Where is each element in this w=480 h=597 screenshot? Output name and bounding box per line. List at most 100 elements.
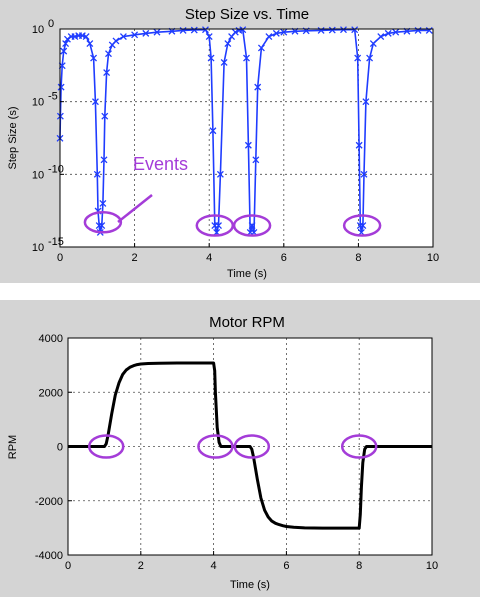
step-size-marker	[377, 33, 385, 41]
step-size-marker	[119, 33, 127, 41]
step-size-marker	[207, 54, 215, 62]
step-chart-event-annotations	[83, 211, 382, 237]
step-size-marker	[351, 26, 359, 34]
step-size-marker	[86, 40, 94, 47]
step-size-marker	[392, 28, 400, 36]
step-x-tick-label: 8	[355, 252, 361, 264]
step-x-tick-label: 6	[281, 252, 287, 264]
step-size-marker	[369, 40, 377, 47]
step-size-marker	[355, 141, 363, 149]
rpm-y-tick-label: 2000	[39, 387, 63, 399]
step-size-marker	[257, 44, 265, 52]
rpm-y-tick-label: 4000	[39, 333, 63, 345]
rpm-event-highlight-ellipse	[233, 434, 271, 459]
step-size-marker	[82, 33, 90, 41]
step-size-marker	[243, 54, 250, 62]
step-size-marker	[216, 170, 224, 178]
rpm-chart-title: Motor RPM	[209, 314, 285, 331]
step-size-marker	[248, 222, 256, 229]
rpm-chart-x-ticks: 0 2 4 6 8 10	[65, 551, 438, 572]
step-chart-x-ticks: 0 2 4 6 8 10	[57, 243, 439, 264]
rpm-chart-y-label: RPM	[7, 435, 19, 459]
step-size-marker	[215, 222, 222, 229]
step-size-marker	[414, 26, 422, 34]
step-size-marker	[244, 141, 252, 149]
step-size-marker	[328, 26, 336, 34]
step-size-marker	[202, 26, 209, 34]
step-chart-title: Step Size vs. Time	[185, 6, 309, 23]
step-size-marker	[359, 222, 367, 229]
step-size-marker	[205, 33, 213, 41]
rpm-chart-x-label: Time (s)	[230, 579, 270, 591]
step-size-marker	[90, 54, 98, 62]
step-y-tick-label: 10	[32, 97, 44, 109]
motor-rpm-chart: Motor RPM 0 2 4 6 8 10 -4000 -2000 0 2000 4000 Ti…	[0, 300, 480, 597]
step-size-marker	[366, 54, 374, 62]
rpm-x-tick-label: 4	[211, 560, 217, 572]
step-size-marker	[95, 222, 103, 229]
rpm-chart-event-annotations	[87, 434, 378, 459]
step-y-tick-label: 10	[32, 169, 44, 181]
step-size-marker	[354, 54, 362, 62]
step-size-marker	[280, 28, 288, 36]
step-size-marker	[239, 26, 247, 34]
step-x-tick-label: 4	[206, 252, 212, 264]
rpm-x-tick-label: 6	[283, 560, 289, 572]
event-highlight-ellipse	[342, 214, 382, 237]
step-size-marker	[265, 33, 273, 41]
rpm-x-tick-label: 2	[138, 560, 144, 572]
rpm-x-tick-label: 8	[356, 560, 362, 572]
step-size-marker	[209, 127, 217, 135]
rpm-y-tick-label: -4000	[35, 550, 63, 562]
step-size-marker	[317, 26, 325, 34]
event-highlight-ellipse	[232, 214, 272, 237]
step-size-marker	[60, 47, 68, 55]
step-size-marker	[112, 37, 120, 45]
step-size-marker	[360, 170, 368, 178]
step-size-marker	[179, 26, 187, 34]
step-size-marker	[231, 28, 239, 36]
step-size-marker	[131, 31, 139, 39]
step-size-marker	[254, 83, 262, 91]
rpm-event-highlight-ellipse	[87, 434, 125, 459]
step-y-tick-exponent: -15	[48, 236, 64, 248]
step-size-marker	[384, 29, 392, 37]
step-y-tick-exponent: -10	[48, 163, 64, 175]
step-size-marker	[62, 40, 70, 47]
event-highlight-ellipse	[83, 211, 123, 234]
step-chart-y-ticks: 10 0 10 -5 10 -10 10 -15	[32, 18, 64, 254]
step-x-tick-label: 10	[427, 252, 439, 264]
rpm-x-tick-label: 10	[426, 560, 438, 572]
step-chart-y-label: Step Size (s)	[7, 107, 19, 170]
step-size-marker	[340, 26, 347, 34]
step-y-tick-label: 10	[32, 242, 44, 254]
step-size-marker	[98, 222, 106, 229]
step-y-tick-exponent: -5	[48, 91, 58, 103]
rpm-event-highlight-ellipse	[340, 434, 378, 459]
step-size-marker	[220, 58, 228, 66]
rpm-y-tick-label: 0	[57, 442, 63, 454]
step-size-marker	[252, 156, 260, 164]
step-chart-x-label: Time (s)	[227, 268, 267, 280]
step-size-chart: Step Size vs. Time 0 2 4 6 8 10 10 010 -510 -101…	[0, 0, 480, 283]
step-y-tick-exponent: 0	[48, 18, 54, 30]
step-size-marker	[425, 26, 433, 34]
step-size-marker	[57, 83, 65, 91]
rpm-x-tick-label: 0	[65, 560, 71, 572]
step-size-marker	[101, 112, 109, 120]
step-size-marker	[153, 28, 161, 36]
events-annotation-label: Events	[133, 154, 188, 174]
rpm-event-highlight-ellipse	[197, 434, 234, 459]
step-size-marker	[105, 50, 112, 58]
step-size-marker	[224, 40, 232, 47]
step-x-tick-label: 0	[57, 252, 63, 264]
step-y-tick-label: 10	[32, 24, 44, 36]
step-size-marker	[142, 29, 150, 37]
step-size-marker	[91, 98, 99, 106]
step-size-marker	[356, 222, 364, 229]
step-chart-plot-frame	[59, 28, 434, 248]
step-size-marker	[99, 199, 107, 207]
events-pointer-line	[117, 194, 153, 223]
step-size-marker	[93, 170, 101, 178]
